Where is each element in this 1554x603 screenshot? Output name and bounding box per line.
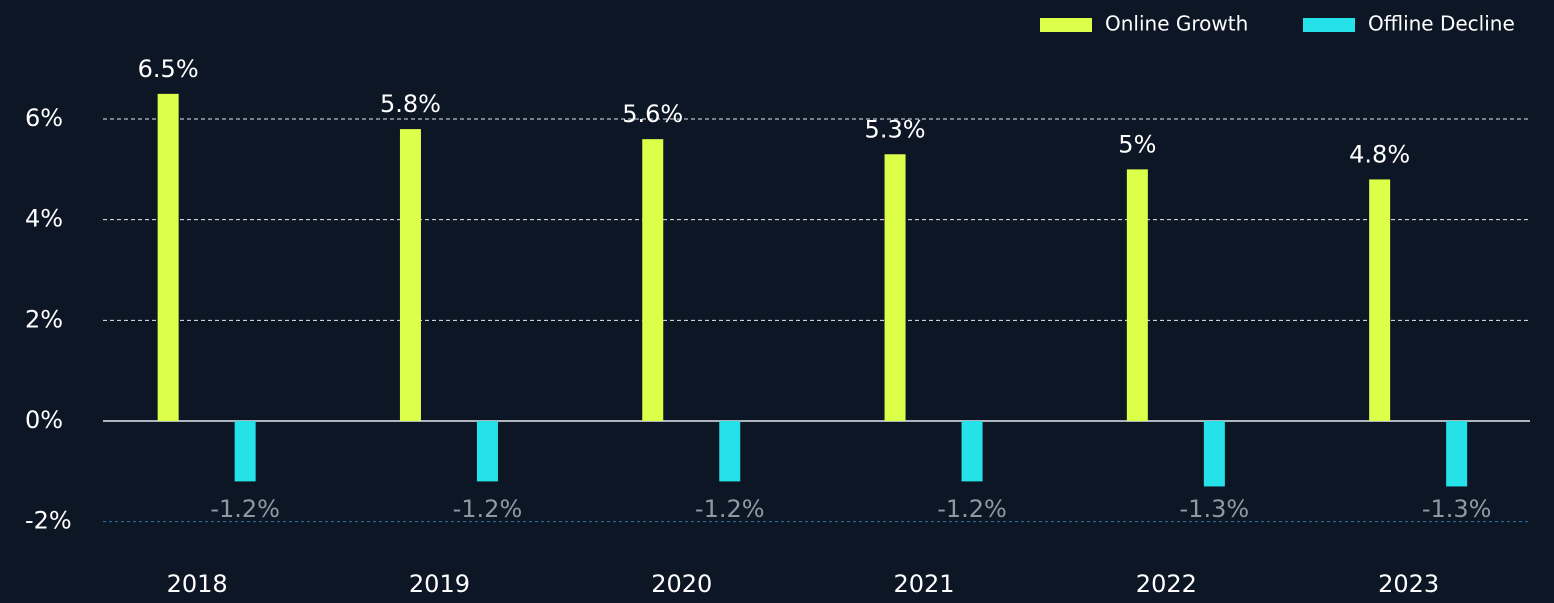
x-tick-label: 2018 bbox=[167, 570, 228, 598]
data-label: -1.2% bbox=[210, 495, 280, 523]
bar bbox=[1369, 179, 1391, 421]
data-label: -1.2% bbox=[695, 495, 765, 523]
y-tick-label: 6% bbox=[25, 104, 63, 132]
data-label: 5% bbox=[1118, 130, 1156, 158]
x-tick-label: 2019 bbox=[409, 570, 470, 598]
data-label: 5.3% bbox=[865, 115, 926, 143]
x-tick-label: 2022 bbox=[1136, 570, 1197, 598]
bar bbox=[642, 139, 664, 422]
data-label: 4.8% bbox=[1349, 140, 1410, 168]
data-label: -1.3% bbox=[1422, 495, 1492, 523]
data-label: 5.6% bbox=[622, 100, 683, 128]
data-label: -1.2% bbox=[453, 495, 523, 523]
bar bbox=[399, 129, 421, 421]
x-tick-label: 2021 bbox=[894, 570, 955, 598]
data-label: 5.8% bbox=[380, 90, 441, 118]
x-tick-label: 2020 bbox=[651, 570, 712, 598]
bar bbox=[1203, 421, 1225, 487]
data-label: 6.5% bbox=[138, 55, 199, 83]
data-label: -1.3% bbox=[1180, 495, 1250, 523]
bar bbox=[719, 421, 741, 482]
legend-swatch bbox=[1040, 18, 1092, 32]
legend-swatch bbox=[1303, 18, 1355, 32]
bar bbox=[1126, 169, 1148, 421]
y-tick-label: 2% bbox=[25, 305, 63, 333]
y-tick-label: 4% bbox=[25, 205, 63, 233]
x-tick-label: 2023 bbox=[1378, 570, 1439, 598]
bar bbox=[157, 93, 179, 421]
bar bbox=[476, 421, 498, 482]
legend-label: Online Growth bbox=[1105, 12, 1248, 36]
legend-label: Offline Decline bbox=[1368, 12, 1515, 36]
bar bbox=[1446, 421, 1468, 487]
y-tick-label: -2% bbox=[25, 507, 72, 535]
bar bbox=[234, 421, 256, 482]
y-tick-label: 0% bbox=[25, 406, 63, 434]
bar bbox=[884, 154, 906, 421]
bar bbox=[961, 421, 983, 482]
data-label: -1.2% bbox=[937, 495, 1007, 523]
